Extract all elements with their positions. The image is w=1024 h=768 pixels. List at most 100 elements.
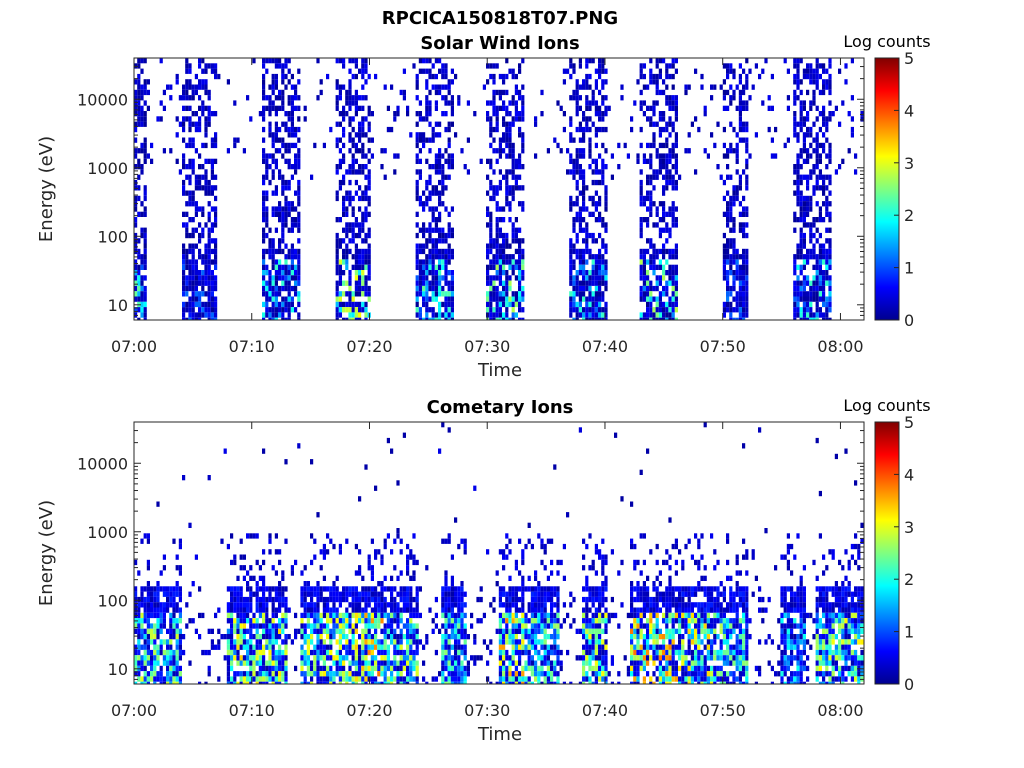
heatmap-cell	[290, 100, 294, 106]
heatmap-cell	[367, 291, 371, 297]
heatmap-cell	[137, 602, 141, 608]
heatmap-cell	[146, 565, 150, 571]
heatmap-cell	[502, 301, 506, 308]
heatmap-cell	[646, 217, 650, 223]
heatmap-cell	[521, 296, 525, 302]
heatmap-cell	[809, 206, 813, 212]
heatmap-cell	[287, 211, 291, 217]
heatmap-cell	[246, 676, 250, 682]
heatmap-cell	[226, 612, 230, 619]
heatmap-cell	[274, 137, 278, 143]
heatmap-cell	[671, 312, 675, 318]
heatmap-cell	[297, 148, 301, 154]
heatmap-cell	[271, 280, 275, 286]
heatmap-cell	[338, 612, 342, 619]
heatmap-cell	[793, 264, 797, 270]
x-tick-label: 07:30	[464, 337, 510, 356]
heatmap-cell	[345, 222, 349, 228]
heatmap-cell	[591, 121, 595, 127]
heatmap-cell	[511, 169, 515, 175]
heatmap-cell	[262, 84, 266, 90]
heatmap-cell	[818, 63, 822, 69]
heatmap-cell	[514, 116, 518, 122]
heatmap-cell	[290, 285, 294, 292]
heatmap-cell	[502, 174, 506, 180]
heatmap-cell	[271, 158, 275, 164]
heatmap-cell	[502, 296, 506, 302]
heatmap-cell	[662, 79, 666, 85]
heatmap-cell	[290, 259, 294, 265]
heatmap-cell	[444, 623, 448, 629]
heatmap-cell	[230, 665, 234, 672]
heatmap-cell	[290, 307, 294, 313]
heatmap-cell	[674, 206, 678, 212]
heatmap-cell	[582, 79, 586, 85]
heatmap-cell	[271, 100, 275, 106]
heatmap-cell	[492, 105, 496, 111]
heatmap-cell	[310, 681, 314, 684]
heatmap-cell	[793, 270, 797, 276]
heatmap-cell	[358, 232, 362, 239]
heatmap-cell	[169, 676, 173, 682]
heatmap-cell	[594, 291, 598, 297]
heatmap-cell	[518, 153, 522, 159]
y-tick-label: 1000	[87, 159, 128, 178]
heatmap-cell	[726, 73, 730, 80]
heatmap-cell	[415, 671, 419, 677]
heatmap-cell	[498, 660, 502, 666]
heatmap-cell	[294, 270, 298, 276]
heatmap-cell	[150, 596, 154, 603]
heatmap-cell	[434, 312, 438, 318]
heatmap-cell	[335, 137, 339, 143]
heatmap-cell	[146, 596, 150, 603]
heatmap-cell	[210, 238, 214, 244]
heatmap-cell	[562, 79, 566, 85]
heatmap-cell	[582, 254, 586, 260]
heatmap-cell	[438, 179, 442, 186]
heatmap-cell	[518, 95, 522, 101]
heatmap-cell	[367, 259, 371, 265]
heatmap-cell	[745, 264, 749, 270]
heatmap-cell	[793, 291, 797, 297]
heatmap-cell	[358, 655, 362, 661]
heatmap-cell	[726, 291, 730, 297]
heatmap-cell	[140, 116, 144, 122]
heatmap-cell	[194, 264, 198, 270]
heatmap-cell	[642, 317, 646, 320]
heatmap-cell	[742, 169, 746, 175]
heatmap-cell	[367, 586, 371, 592]
heatmap-cell	[668, 158, 672, 164]
heatmap-cell	[297, 185, 301, 191]
heatmap-cell	[658, 307, 662, 313]
heatmap-cell	[652, 79, 656, 85]
heatmap-cell	[137, 607, 141, 613]
heatmap-cell	[284, 222, 288, 228]
heatmap-cell	[319, 649, 323, 656]
heatmap-cell	[338, 543, 342, 550]
heatmap-cell	[274, 655, 278, 661]
heatmap-cell	[361, 618, 365, 624]
heatmap-cell	[825, 79, 829, 85]
heatmap-cell	[262, 63, 266, 69]
heatmap-cell	[367, 554, 371, 560]
heatmap-cell	[812, 296, 816, 302]
heatmap-cell	[418, 195, 422, 202]
heatmap-cell	[406, 602, 410, 608]
heatmap-cell	[134, 264, 138, 270]
heatmap-cell	[137, 649, 141, 656]
heatmap-cell	[322, 612, 326, 619]
heatmap-cell	[156, 581, 160, 587]
heatmap-cell	[418, 259, 422, 265]
heatmap-cell	[489, 63, 493, 69]
heatmap-cell	[319, 549, 323, 555]
heatmap-cell	[844, 63, 848, 69]
heatmap-cell	[313, 649, 317, 656]
heatmap-cell	[137, 618, 141, 624]
heatmap-cell	[153, 649, 157, 656]
heatmap-cell	[354, 586, 358, 592]
heatmap-cell	[367, 270, 371, 276]
heatmap-cell	[191, 190, 195, 196]
heatmap-cell	[604, 280, 608, 286]
heatmap-cell	[345, 538, 349, 544]
heatmap-cell	[137, 634, 141, 640]
